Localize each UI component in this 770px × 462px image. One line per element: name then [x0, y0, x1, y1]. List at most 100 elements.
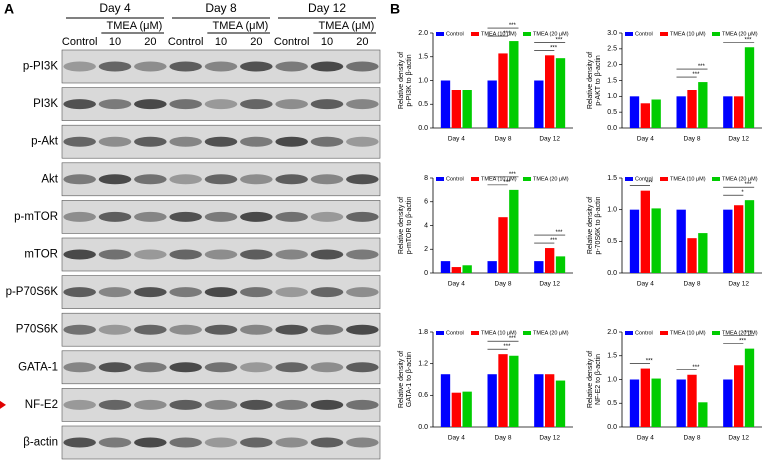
- blot-band: [134, 61, 167, 72]
- y-tick-label: 3.0: [607, 30, 617, 37]
- sig-label: ***: [692, 72, 700, 78]
- y-axis-label: GATA-1 to β-actin: [406, 352, 413, 407]
- x-tick-label: Day 8: [684, 136, 701, 143]
- bar: [545, 374, 555, 427]
- legend-label: Control: [635, 330, 653, 336]
- blot-band: [204, 249, 238, 260]
- blot-band: [204, 287, 238, 298]
- x-tick-label: Day 8: [495, 435, 512, 442]
- blot-band: [204, 174, 238, 185]
- blot-band: [275, 61, 308, 72]
- bar: [744, 348, 755, 427]
- y-tick-label: 1.5: [418, 54, 428, 61]
- blot-band: [346, 211, 379, 222]
- legend-swatch: [625, 331, 633, 335]
- legend-label: Control: [446, 176, 464, 182]
- blot-band: [63, 136, 96, 147]
- blot-band: [169, 399, 202, 410]
- blot-band: [346, 324, 379, 335]
- blot-band: [98, 249, 132, 260]
- blot-band: [169, 99, 202, 110]
- x-tick-label: Day 8: [495, 136, 512, 143]
- blot-band: [275, 399, 308, 410]
- blot-band: [98, 362, 132, 373]
- blot-band: [204, 399, 238, 410]
- treatment-label: TMEA (μM): [319, 20, 375, 32]
- bar: [676, 379, 686, 427]
- bar: [629, 209, 640, 273]
- blot-band: [98, 287, 132, 298]
- sig-label: ***: [509, 172, 517, 178]
- blot-band: [98, 99, 132, 110]
- sig-label: ***: [503, 31, 511, 37]
- sig-label: ***: [555, 37, 563, 43]
- bar: [451, 392, 461, 427]
- blot-band: [63, 249, 96, 260]
- blot-band: [63, 437, 96, 448]
- blot-band: [275, 211, 308, 222]
- y-tick-label: 2.0: [418, 30, 428, 37]
- blot-band: [240, 399, 273, 410]
- x-tick-label: Day 4: [637, 435, 654, 442]
- x-tick-label: Day 12: [539, 435, 560, 442]
- bar: [462, 265, 472, 273]
- y-axis-label: Relative density of: [587, 351, 594, 408]
- y-axis-label: Relative density of: [398, 52, 405, 109]
- blot-band: [275, 362, 308, 373]
- sig-label: ***: [739, 339, 747, 345]
- blot-band: [98, 324, 132, 335]
- sig-label: ***: [744, 182, 752, 188]
- y-axis-label: Relative density of: [398, 197, 405, 254]
- bar: [498, 354, 508, 427]
- lane-label: 10: [321, 36, 333, 48]
- blot-band: [240, 249, 273, 260]
- legend-label: TMEA (10 μM): [481, 31, 517, 37]
- legend-label: Control: [635, 31, 653, 37]
- y-tick-label: 2.0: [607, 62, 617, 69]
- sig-label: ***: [503, 180, 511, 186]
- y-tick-label: 0.0: [418, 424, 428, 431]
- y-tick-label: 0.0: [607, 270, 617, 277]
- bar: [698, 402, 708, 427]
- x-tick-label: Day 4: [637, 281, 654, 288]
- legend-swatch: [436, 331, 444, 335]
- blot-band: [134, 211, 167, 222]
- legend-swatch: [471, 32, 479, 36]
- blot-band: [204, 324, 238, 335]
- blot-band: [310, 437, 344, 448]
- blot-band: [310, 249, 344, 260]
- legend-label: Control: [635, 176, 653, 182]
- x-tick-label: Day 12: [728, 435, 749, 442]
- bar: [676, 96, 686, 128]
- blot-band: [240, 61, 273, 72]
- sig-label: ***: [698, 64, 706, 70]
- blot-band: [63, 324, 96, 335]
- blot-band: [169, 287, 202, 298]
- legend-swatch: [523, 177, 531, 181]
- y-tick-label: 0.5: [607, 109, 617, 116]
- blot-band: [310, 399, 344, 410]
- blot-band: [98, 399, 132, 410]
- bar: [487, 80, 497, 128]
- blot-band: [240, 99, 273, 110]
- y-tick-label: 1.0: [607, 376, 617, 383]
- sig-label: ***: [744, 37, 752, 43]
- bar: [744, 200, 755, 273]
- legend-swatch: [712, 177, 720, 181]
- sig-label: ***: [509, 23, 517, 29]
- x-tick-label: Day 8: [684, 281, 701, 288]
- bar: [534, 80, 544, 128]
- bar: [698, 82, 708, 128]
- blot-band: [310, 324, 344, 335]
- bar: [534, 374, 544, 427]
- panel-label: A: [4, 1, 14, 17]
- blot-band: [275, 437, 308, 448]
- bar: [687, 374, 697, 427]
- legend-label: TMEA (20 μM): [533, 330, 569, 336]
- blot-band: [240, 287, 273, 298]
- blot-band: [346, 362, 379, 373]
- y-tick-label: 0.5: [418, 101, 428, 108]
- legend-label: TMEA (10 μM): [481, 330, 517, 336]
- legend-label: TMEA (20 μM): [722, 330, 758, 336]
